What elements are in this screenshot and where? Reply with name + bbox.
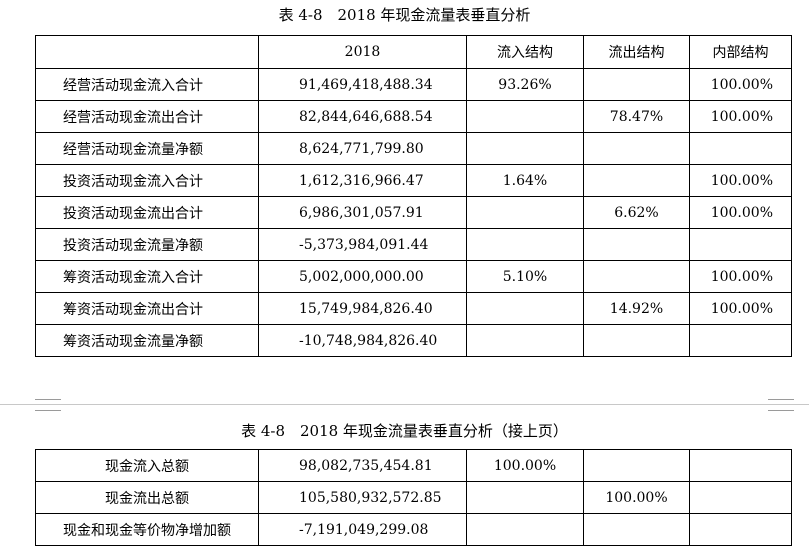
inflow-structure-cell: 100.00% (466, 449, 584, 482)
table-row: 经营活动现金流出合计 82,844,646,688.54 78.47% 100.00% (35, 100, 792, 133)
table-caption: 表 4-8 2018 年现金流量表垂直分析 (278, 6, 531, 24)
inflow-structure-cell (466, 132, 584, 165)
outflow-structure-cell: 6.62% (583, 196, 690, 229)
table-row: 经营活动现金流量净额 8,624,771,799.80 (35, 132, 792, 165)
page-break-divider (0, 404, 809, 405)
internal-structure-cell (689, 481, 792, 514)
internal-structure-cell: 100.00% (689, 164, 792, 197)
inflow-structure-cell (466, 292, 584, 325)
table-row: 筹资活动现金流量净额 -10,748,984,826.40 (35, 324, 792, 357)
amount-cell: 6,986,301,057.91 (258, 196, 467, 229)
amount-cell: 98,082,735,454.81 (258, 449, 467, 482)
row-label: 投资活动现金流量净额 (35, 228, 259, 261)
internal-structure-cell (689, 449, 792, 482)
internal-structure-cell: 100.00% (689, 260, 792, 293)
amount-cell: 1,612,316,966.47 (258, 164, 467, 197)
internal-structure-cell: 100.00% (689, 196, 792, 229)
outflow-structure-cell (583, 324, 690, 357)
row-label: 现金流出总额 (35, 481, 259, 514)
inflow-structure-cell (466, 481, 584, 514)
inflow-structure-cell (466, 324, 584, 357)
table-caption-continued: 表 4-8 2018 年现金流量表垂直分析（接上页） (241, 422, 568, 440)
page-corner-mark (35, 399, 61, 400)
amount-cell: 91,469,418,488.34 (258, 68, 467, 101)
table-row: 投资活动现金流量净额 -5,373,984,091.44 (35, 228, 792, 261)
internal-structure-cell: 100.00% (689, 292, 792, 325)
outflow-structure-cell (583, 260, 690, 293)
amount-cell: -5,373,984,091.44 (258, 228, 467, 261)
row-label: 投资活动现金流入合计 (35, 164, 259, 197)
internal-structure-cell (689, 132, 792, 165)
outflow-structure-cell: 14.92% (583, 292, 690, 325)
internal-structure-cell: 100.00% (689, 100, 792, 133)
outflow-structure-cell (583, 513, 690, 546)
column-header: 内部结构 (689, 35, 792, 69)
internal-structure-cell (689, 513, 792, 546)
inflow-structure-cell (466, 196, 584, 229)
row-label: 筹资活动现金流量净额 (35, 324, 259, 357)
amount-cell: 105,580,932,572.85 (258, 481, 467, 514)
inflow-structure-cell (466, 228, 584, 261)
row-label: 经营活动现金流出合计 (35, 100, 259, 133)
outflow-structure-cell: 78.47% (583, 100, 690, 133)
amount-cell: -10,748,984,826.40 (258, 324, 467, 357)
table-header-row: 2018 流入结构 流出结构 内部结构 (35, 35, 792, 69)
column-header: 流出结构 (583, 35, 690, 69)
column-header (35, 35, 259, 69)
row-label: 经营活动现金流入合计 (35, 68, 259, 101)
row-label: 现金流入总额 (35, 449, 259, 482)
table-row: 投资活动现金流出合计 6,986,301,057.91 6.62% 100.00% (35, 196, 792, 229)
amount-cell: 82,844,646,688.54 (258, 100, 467, 133)
column-header: 流入结构 (466, 35, 584, 69)
outflow-structure-cell: 100.00% (583, 481, 690, 514)
internal-structure-cell (689, 228, 792, 261)
page-corner-mark (768, 399, 794, 400)
inflow-structure-cell (466, 100, 584, 133)
table-row: 现金流出总额 105,580,932,572.85 100.00% (35, 481, 792, 514)
inflow-structure-cell: 93.26% (466, 68, 584, 101)
amount-cell: 5,002,000,000.00 (258, 260, 467, 293)
table-row: 筹资活动现金流入合计 5,002,000,000.00 5.10% 100.00% (35, 260, 792, 293)
outflow-structure-cell (583, 132, 690, 165)
page-corner-mark (768, 410, 794, 411)
inflow-structure-cell (466, 513, 584, 546)
outflow-structure-cell (583, 228, 690, 261)
table-row: 投资活动现金流入合计 1,612,316,966.47 1.64% 100.00% (35, 164, 792, 197)
row-label: 投资活动现金流出合计 (35, 196, 259, 229)
amount-cell: 8,624,771,799.80 (258, 132, 467, 165)
table-row: 筹资活动现金流出合计 15,749,984,826.40 14.92% 100.00% (35, 292, 792, 325)
page-corner-mark (35, 410, 61, 411)
internal-structure-cell: 100.00% (689, 68, 792, 101)
row-label: 现金和现金等价物净增加额 (35, 513, 259, 546)
cashflow-totals-table: 现金流入总额 98,082,735,454.81 100.00% 现金流出总额 105,… (35, 449, 792, 546)
table-row: 现金和现金等价物净增加额 -7,191,049,299.08 (35, 513, 792, 546)
outflow-structure-cell (583, 164, 690, 197)
amount-cell: -7,191,049,299.08 (258, 513, 467, 546)
column-header: 2018 (258, 35, 467, 69)
row-label: 筹资活动现金流出合计 (35, 292, 259, 325)
inflow-structure-cell: 5.10% (466, 260, 584, 293)
cashflow-vertical-analysis-table: 2018 流入结构 流出结构 内部结构 经营活动现金流入合计 91,469,418,488… (35, 35, 792, 357)
row-label: 经营活动现金流量净额 (35, 132, 259, 165)
outflow-structure-cell (583, 449, 690, 482)
row-label: 筹资活动现金流入合计 (35, 260, 259, 293)
table-row: 经营活动现金流入合计 91,469,418,488.34 93.26% 100.00% (35, 68, 792, 101)
inflow-structure-cell: 1.64% (466, 164, 584, 197)
outflow-structure-cell (583, 68, 690, 101)
table-row: 现金流入总额 98,082,735,454.81 100.00% (35, 449, 792, 482)
internal-structure-cell (689, 324, 792, 357)
amount-cell: 15,749,984,826.40 (258, 292, 467, 325)
